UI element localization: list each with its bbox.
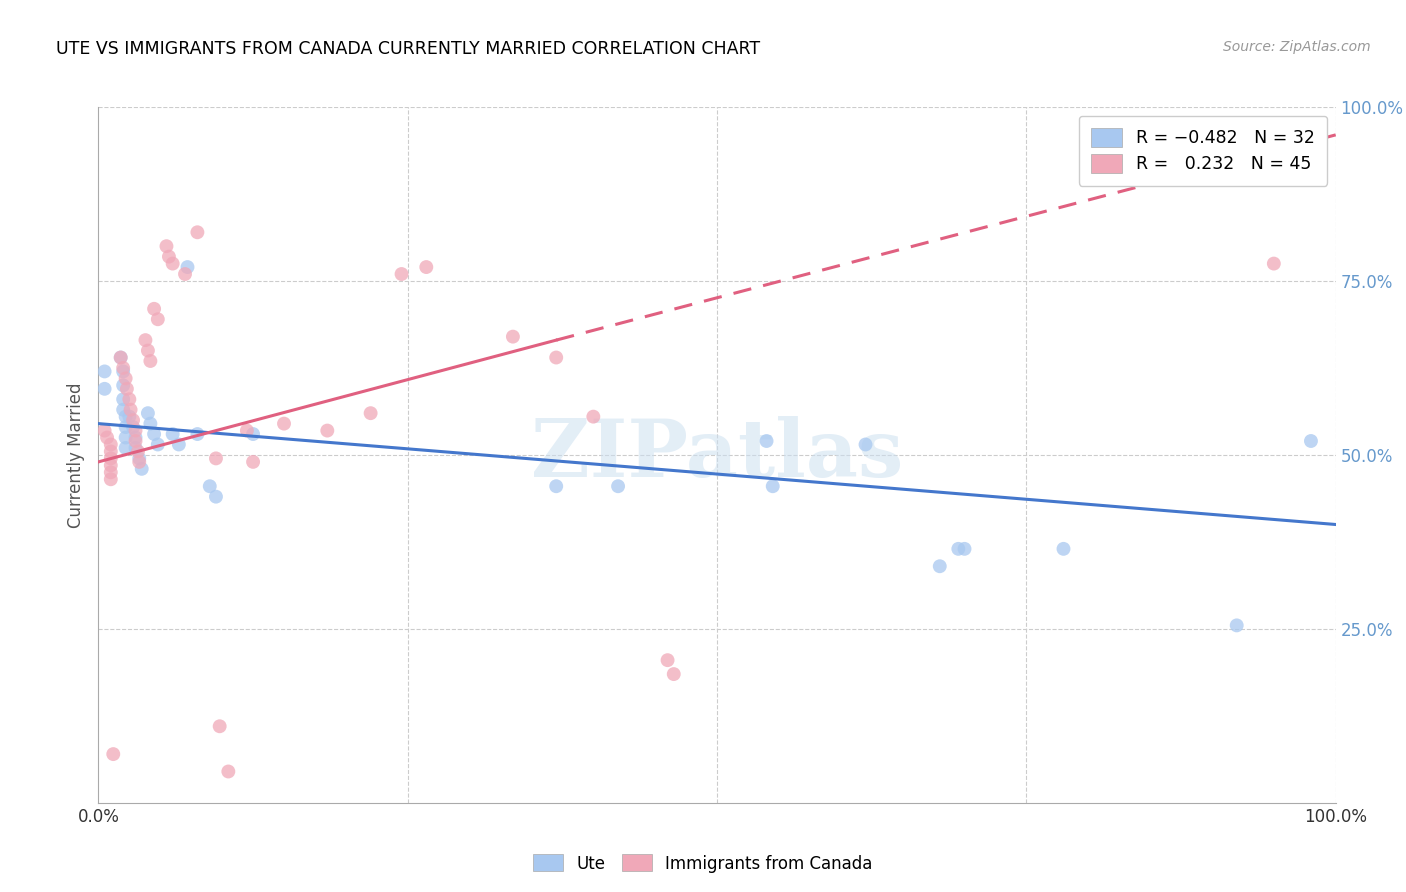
Point (100, 451, 122, 466)
Point (100, 437, 122, 451)
Point (118, 409, 141, 424)
Point (546, 351, 568, 365)
Point (120, 402, 142, 417)
Point (502, 329, 524, 343)
Point (128, 455, 150, 469)
Point (1263, 256, 1285, 270)
Point (657, 653, 679, 667)
Point (103, 747, 125, 761)
Point (217, 764, 239, 779)
Point (136, 406, 159, 420)
Legend: R = −0.482   N = 32, R =   0.232   N = 45: R = −0.482 N = 32, R = 0.232 N = 45 (1078, 116, 1327, 186)
Point (131, 462, 153, 476)
Point (124, 441, 146, 455)
Point (114, 431, 136, 445)
Point (136, 343, 159, 358)
Point (415, 260, 437, 274)
Point (953, 541, 976, 556)
Point (122, 413, 145, 427)
Point (1299, 434, 1322, 448)
Y-axis label: Currently Married: Currently Married (67, 382, 86, 528)
Legend: Ute, Immigrants from Canada: Ute, Immigrants from Canada (526, 847, 880, 880)
Point (205, 451, 228, 466)
Point (110, 351, 132, 365)
Point (114, 371, 136, 385)
Point (100, 472, 122, 486)
Point (139, 417, 162, 431)
Point (115, 382, 138, 396)
Point (205, 490, 228, 504)
Point (110, 351, 132, 365)
Point (273, 417, 295, 431)
Point (143, 427, 166, 442)
Point (162, 427, 184, 442)
Point (112, 392, 135, 407)
Point (93, 424, 115, 438)
Point (124, 434, 146, 448)
Point (122, 420, 145, 434)
Point (114, 409, 136, 424)
Point (128, 451, 150, 466)
Point (316, 424, 339, 438)
Point (112, 364, 135, 378)
Point (124, 431, 146, 445)
Point (114, 441, 136, 455)
Point (582, 409, 605, 424)
Point (155, 239, 177, 253)
Point (1052, 541, 1074, 556)
Point (176, 260, 198, 274)
Point (112, 360, 135, 375)
Text: ZIPatlas: ZIPatlas (531, 416, 903, 494)
Point (100, 466, 122, 480)
Point (242, 427, 264, 442)
Point (162, 256, 184, 270)
Point (127, 444, 149, 458)
Point (236, 424, 259, 438)
Point (146, 312, 169, 326)
Point (139, 354, 162, 368)
Point (546, 479, 568, 493)
Point (762, 479, 785, 493)
Point (198, 479, 221, 493)
Point (208, 719, 231, 733)
Text: UTE VS IMMIGRANTS FROM CANADA CURRENTLY MARRIED CORRELATION CHART: UTE VS IMMIGRANTS FROM CANADA CURRENTLY … (56, 40, 761, 58)
Point (96, 431, 118, 445)
Point (124, 424, 146, 438)
Point (1226, 618, 1249, 632)
Point (134, 333, 156, 347)
Point (112, 402, 135, 417)
Point (146, 437, 169, 451)
Point (607, 479, 630, 493)
Point (93, 382, 115, 396)
Point (143, 301, 166, 316)
Point (186, 225, 208, 239)
Point (114, 420, 136, 434)
Point (186, 427, 208, 442)
Point (174, 267, 197, 281)
Point (360, 406, 382, 420)
Point (855, 437, 877, 451)
Point (100, 444, 122, 458)
Point (242, 455, 264, 469)
Point (928, 559, 950, 574)
Point (118, 392, 141, 407)
Point (93, 364, 115, 378)
Point (167, 437, 190, 451)
Text: Source: ZipAtlas.com: Source: ZipAtlas.com (1223, 40, 1371, 54)
Point (157, 250, 180, 264)
Point (948, 541, 970, 556)
Point (755, 434, 778, 448)
Point (112, 378, 135, 392)
Point (100, 458, 122, 473)
Point (662, 667, 685, 681)
Point (391, 267, 413, 281)
